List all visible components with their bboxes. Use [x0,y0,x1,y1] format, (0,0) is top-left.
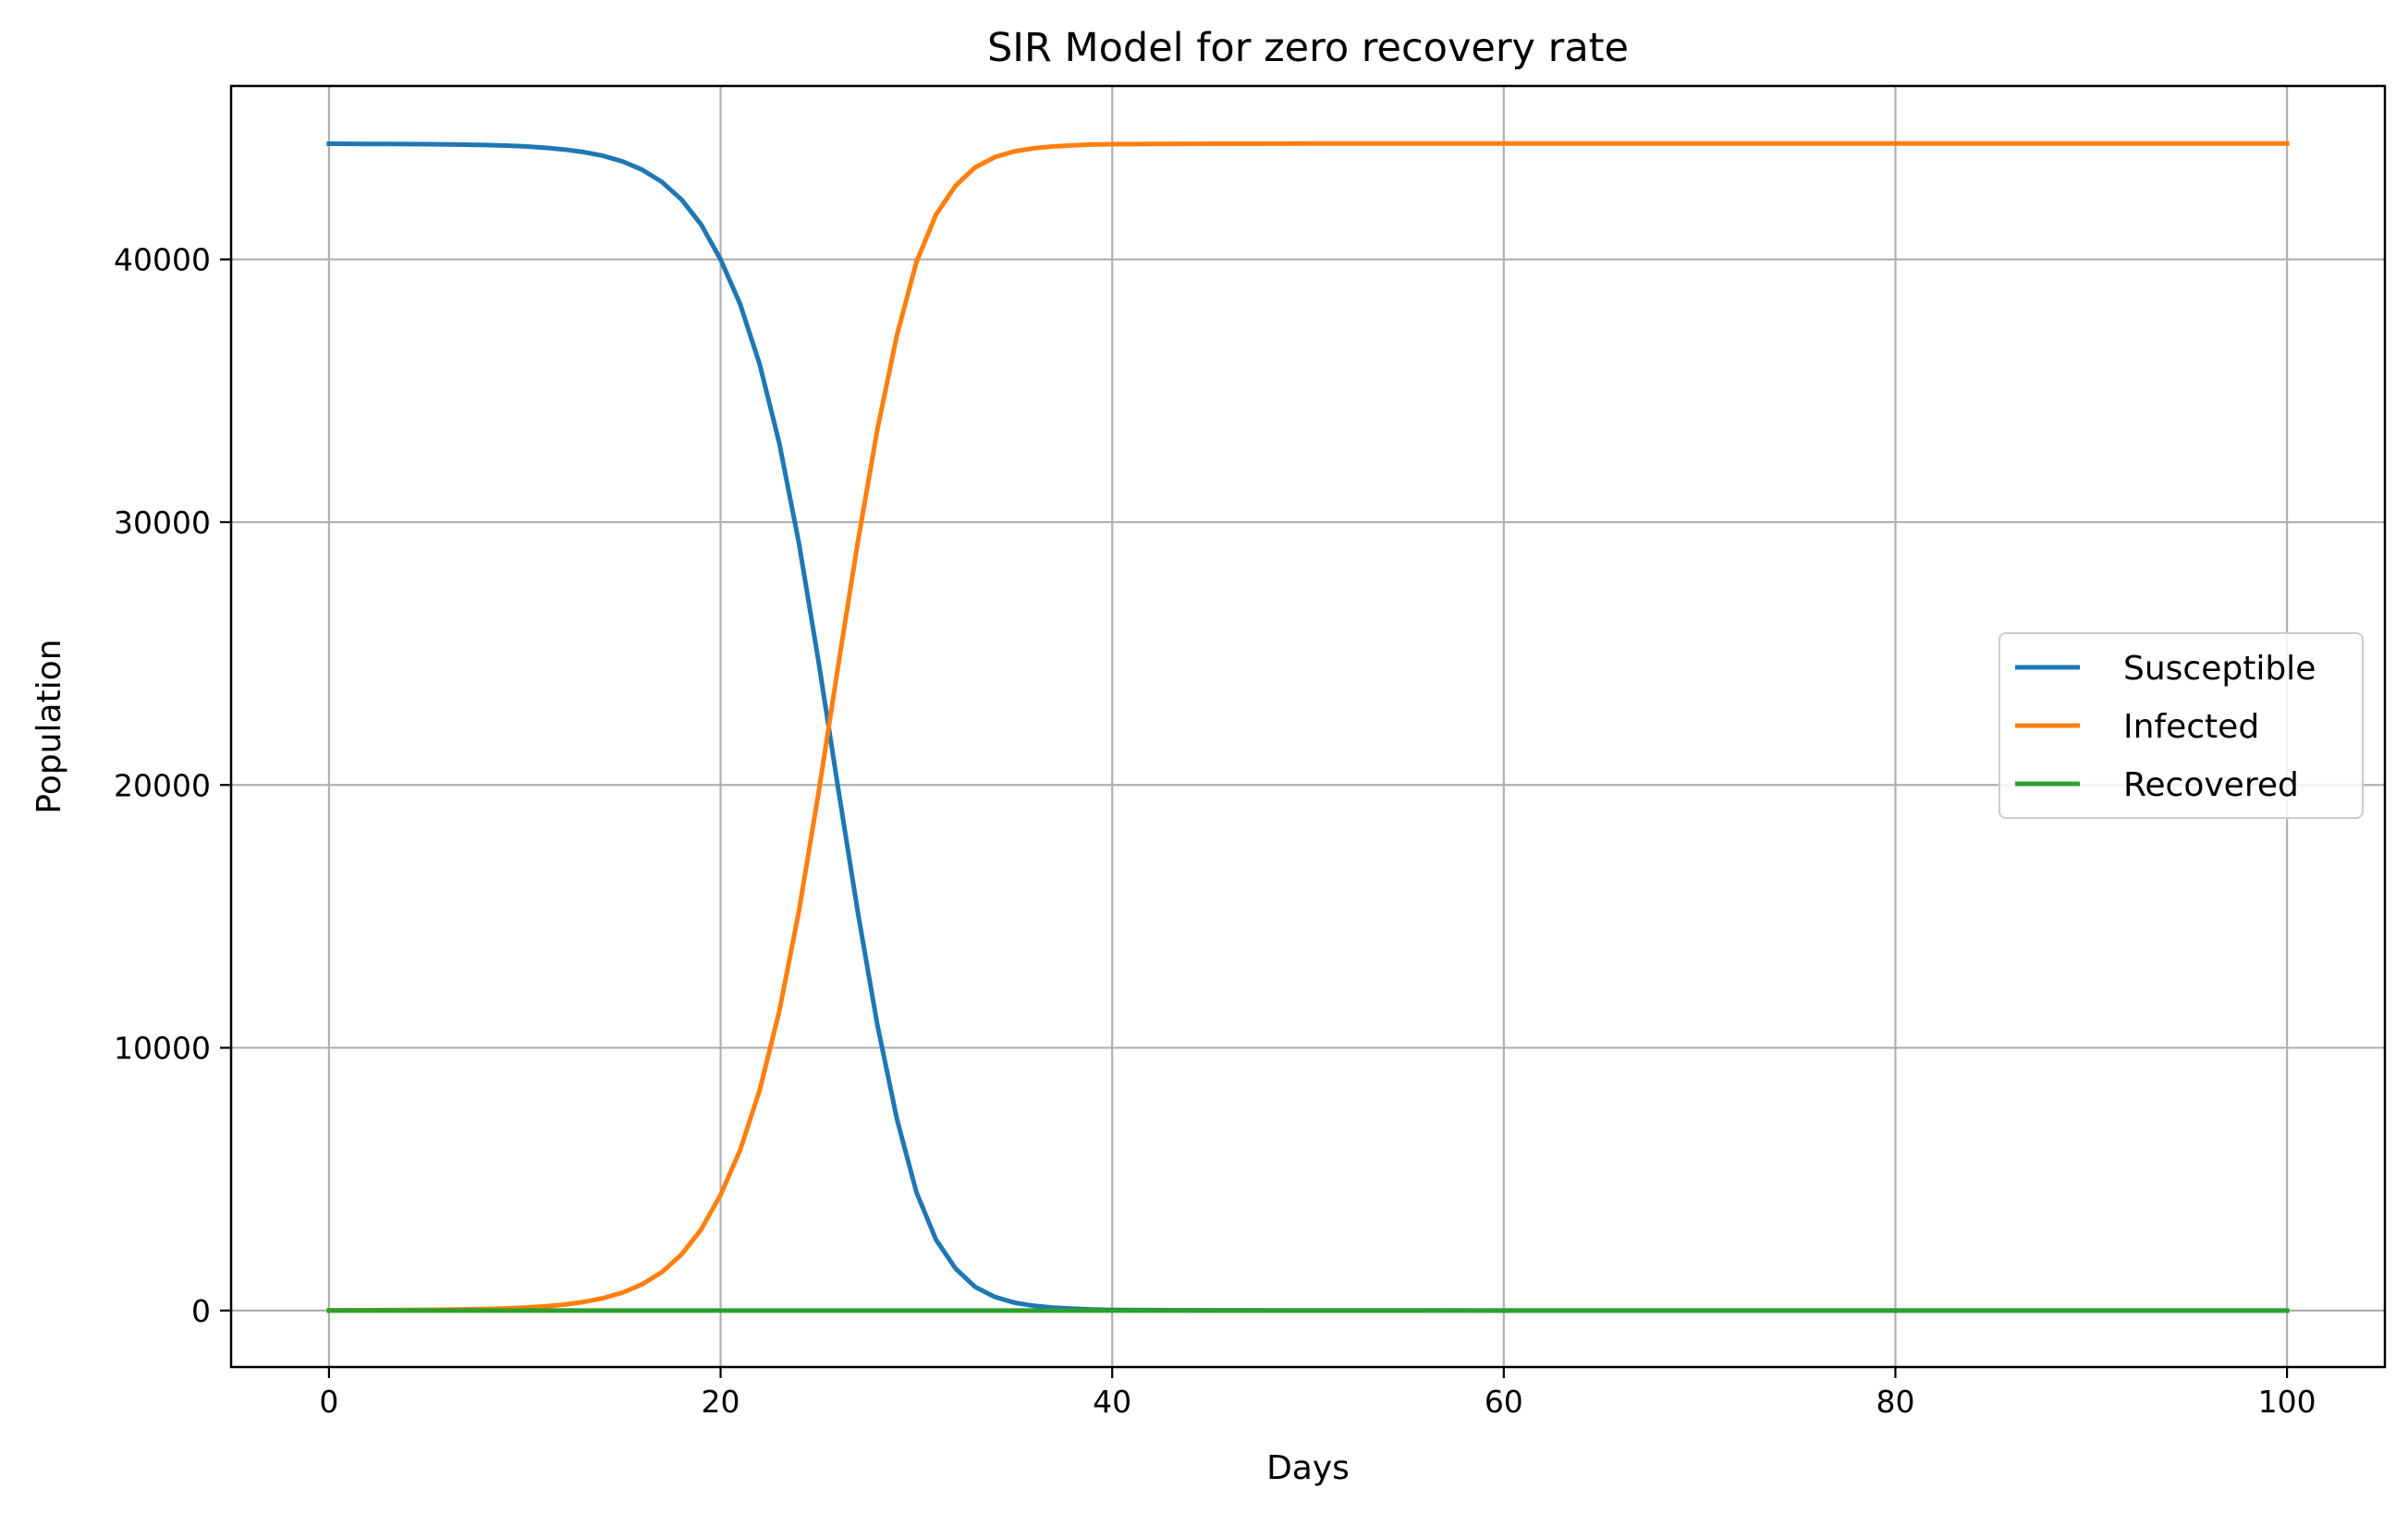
chart-title: SIR Model for zero recovery rate [987,25,1629,71]
y-tick-label: 40000 [114,242,211,278]
y-tick-label: 10000 [114,1031,211,1067]
legend-entries: Susceptible Infected Recovered [2015,650,2316,804]
x-tick-label: 100 [2258,1384,2316,1420]
x-tick-label: 80 [1876,1384,1914,1420]
plot-frame [229,84,2387,1369]
x-axis-title: Days [1266,1449,1350,1487]
legend-box [1999,632,2364,819]
y-axis-title: Population [31,639,68,813]
legend-label-recovered: Recovered [2123,766,2299,804]
y-tick-label: 30000 [114,505,211,541]
legend: Susceptible Infected Recovered [1999,632,2364,819]
axis-ticks: 0 20 40 60 80 100 0 10000 20000 30000 40000 [114,242,2316,1420]
legend-label-infected: Infected [2123,708,2259,746]
x-tick-label: 40 [1093,1384,1131,1420]
x-tick-label: 20 [702,1384,740,1420]
x-tick-label: 60 [1485,1384,1523,1420]
series-lines [326,140,2290,1313]
x-tick-label: 0 [319,1384,338,1420]
y-tick-label: 20000 [114,767,211,803]
y-tick-label: 0 [191,1293,211,1329]
legend-label-susceptible: Susceptible [2123,650,2316,688]
